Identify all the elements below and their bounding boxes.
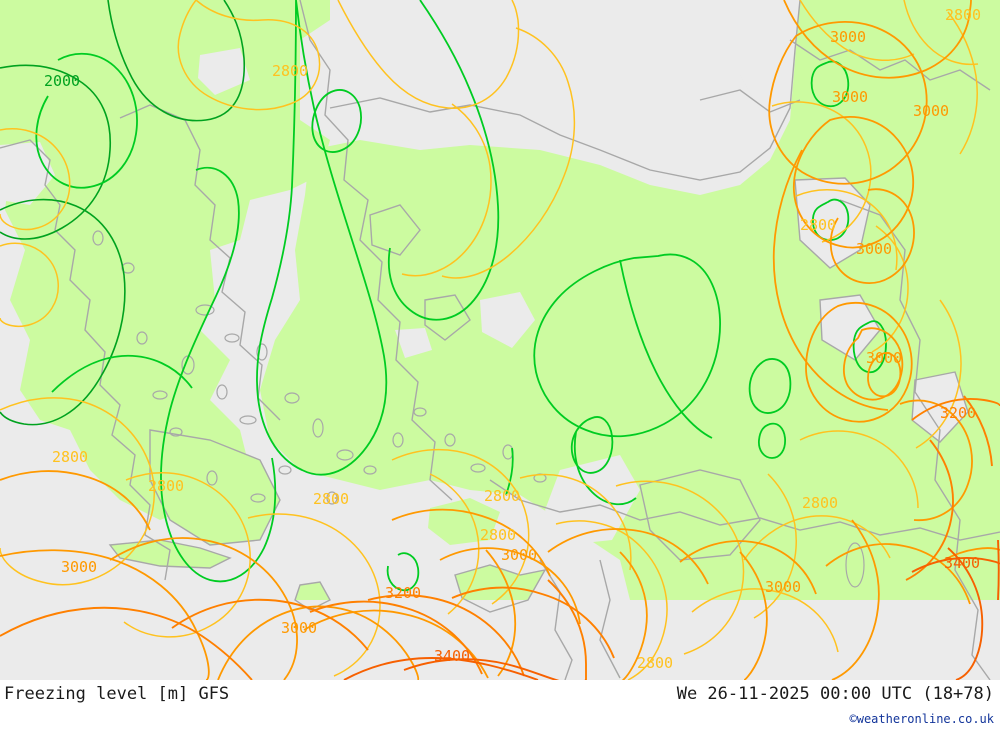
contour-3200 <box>0 395 1000 680</box>
contour-label: 2800 <box>945 6 981 24</box>
contour-label: 3000 <box>61 558 97 576</box>
contour-2000 <box>0 0 246 426</box>
contour-label: 3000 <box>281 619 317 637</box>
contour-label: 2800 <box>484 487 520 505</box>
contour-label: 2800 <box>802 494 838 512</box>
contour-label: 3400 <box>434 647 470 665</box>
contour-labels: 2000 2800 3000 2800 3000 3000 2800 3000 3000 3200… <box>44 6 981 672</box>
contour-label: 3000 <box>866 349 902 367</box>
fill-upper-band-holes <box>0 0 1000 680</box>
freezing-level-contour-map: 2000 2800 3000 2800 3000 3000 2800 3000 3000 3200… <box>0 0 1000 680</box>
contour-label: 3000 <box>856 240 892 258</box>
contour-label: 2800 <box>800 216 836 234</box>
contour-3000 <box>0 0 1000 680</box>
contour-label: 3000 <box>832 88 868 106</box>
map-canvas[interactable]: 2000 2800 3000 2800 3000 3000 2800 3000 3000 3200… <box>0 0 1000 680</box>
contour-2800 <box>0 0 979 680</box>
country-borders <box>0 0 1000 680</box>
contour-label: 3000 <box>501 546 537 564</box>
contour-2400 <box>35 0 887 592</box>
footer-valid-time-label: We 26-11-2025 00:00 UTC (18+78) <box>676 684 994 704</box>
contour-label: 3400 <box>944 554 980 572</box>
footer-title-label: Freezing level [m] GFS <box>4 684 230 704</box>
fill-lower-band <box>0 0 1000 680</box>
contour-label: 2800 <box>313 490 349 508</box>
contour-label: 2800 <box>148 477 184 495</box>
contour-label: 2800 <box>637 654 673 672</box>
contour-label: 2000 <box>44 72 80 90</box>
contour-label: 3000 <box>765 578 801 596</box>
contour-label: 2800 <box>52 448 88 466</box>
map-footer: Freezing level [m] GFS We 26-11-2025 00:… <box>0 680 1000 733</box>
contour-label: 3200 <box>385 584 421 602</box>
contour-label: 3200 <box>940 404 976 422</box>
copyright-label[interactable]: ©weatheronline.co.uk <box>849 712 995 726</box>
contour-label: 2800 <box>480 526 516 544</box>
aegean-islands <box>92 230 865 588</box>
contour-label: 2800 <box>272 62 308 80</box>
contour-label: 3000 <box>913 102 949 120</box>
contour-label: 3000 <box>830 28 866 46</box>
